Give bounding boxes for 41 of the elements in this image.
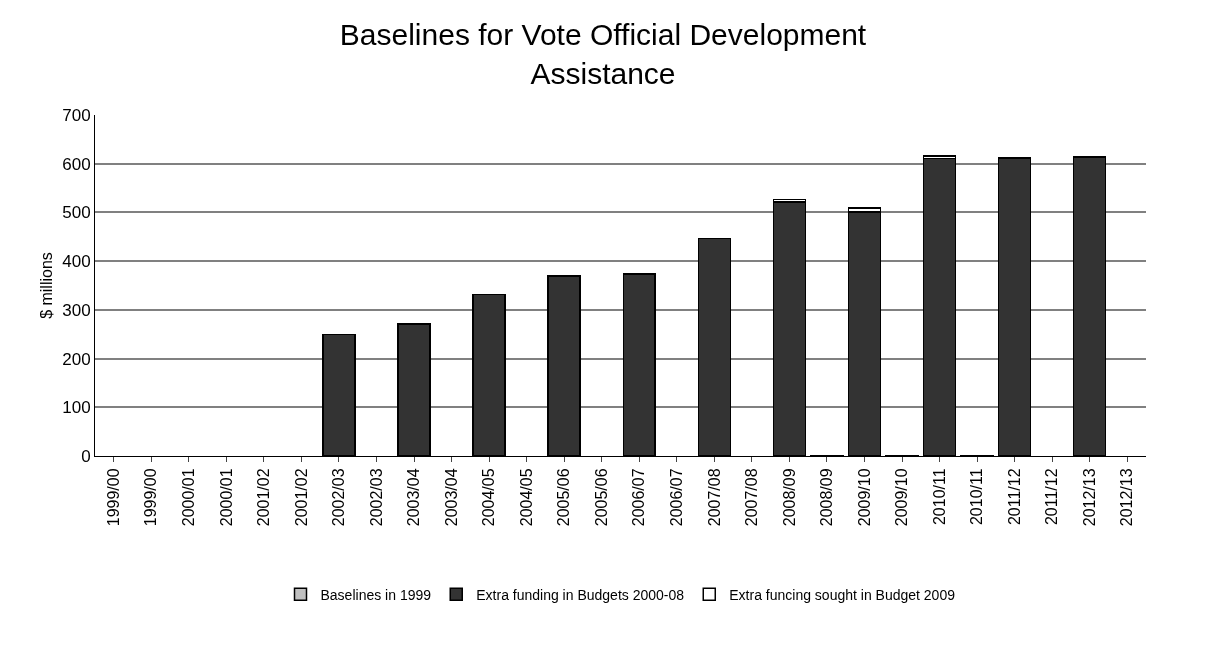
x-tick-label: 2004/05 xyxy=(480,468,498,527)
y-tick-label: 500 xyxy=(62,203,91,223)
x-tick-label: 2012/13 xyxy=(1080,468,1098,527)
x-tick-label: 2001/02 xyxy=(255,468,273,527)
x-tick-label: 2011/12 xyxy=(1043,468,1061,526)
y-tick-label: 300 xyxy=(62,300,91,320)
x-tick-label: 2003/04 xyxy=(405,468,423,527)
x-tick-label: 2008/09 xyxy=(780,468,798,527)
x-tick-label: 2006/07 xyxy=(630,468,648,527)
x-tick-label: 2001/02 xyxy=(292,468,310,527)
x-tick-label: 1999/00 xyxy=(104,468,122,527)
x-tick-label: 2000/01 xyxy=(180,468,198,527)
x-tick-label: 2000/01 xyxy=(217,468,235,527)
y-tick-label: 200 xyxy=(62,349,91,369)
x-tick-label: 2003/04 xyxy=(442,468,460,527)
legend-label: Extra funcing sought in Budget 2009 xyxy=(729,586,956,603)
x-tick-label: 2004/05 xyxy=(517,468,535,527)
x-tick-label: 2008/09 xyxy=(818,468,836,527)
x-tick-label: 2010/11 xyxy=(968,468,986,526)
x-tick-label: 2010/11 xyxy=(930,468,948,526)
y-tick-label: 100 xyxy=(62,398,91,418)
legend-label: Baselines in 1999 xyxy=(320,586,432,603)
y-tick-label: 0 xyxy=(81,446,91,466)
y-axis-title: $ millions xyxy=(38,252,56,319)
x-tick-label: 1999/00 xyxy=(142,468,160,527)
x-tick-label: 2012/13 xyxy=(1118,468,1136,527)
x-tick-label: 2006/07 xyxy=(668,468,685,527)
y-tick-label: 700 xyxy=(62,105,91,125)
x-tick-label: 2009/10 xyxy=(855,468,873,527)
x-tick-label: 2002/03 xyxy=(367,468,385,527)
x-tick-label: 2011/12 xyxy=(1005,468,1023,526)
x-tick-label: 2009/10 xyxy=(893,468,911,527)
legend-label: Extra funding in Budgets 2000-08 xyxy=(476,586,685,603)
y-tick-label: 400 xyxy=(62,252,91,272)
chart-title: Baselines for Vote Official Development Assistance xyxy=(339,18,867,91)
x-tick-label: 2005/06 xyxy=(555,468,573,527)
x-tick-label: 2002/03 xyxy=(330,468,348,527)
x-tick-label: 2007/08 xyxy=(705,468,723,527)
x-tick-label: 2005/06 xyxy=(592,468,610,527)
x-tick-label: 2007/08 xyxy=(743,468,761,527)
y-tick-label: 600 xyxy=(62,154,91,174)
